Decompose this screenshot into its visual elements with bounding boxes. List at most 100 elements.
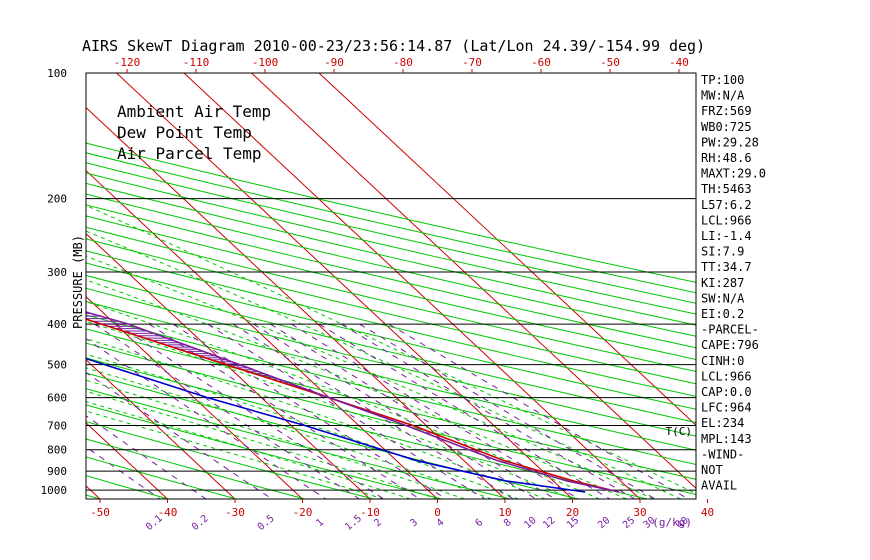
mixing-ratio-label: 0.2	[190, 513, 211, 533]
series-line-dew-point-temp	[86, 357, 586, 493]
bottom-temp-label: -40	[158, 506, 178, 519]
index-entry: SW:N/A	[701, 291, 745, 305]
pressure-tick-label: 500	[47, 359, 67, 372]
pressure-tick-label: 200	[47, 193, 67, 206]
mixing-ratio-label: 2	[372, 517, 384, 529]
index-entry: WB0:725	[701, 120, 752, 134]
mixing-ratio-line	[86, 446, 161, 499]
mixing-ratio-line	[207, 323, 486, 499]
dry-adiabat-line	[86, 182, 696, 326]
index-entry: FRZ:569	[701, 104, 752, 118]
pressure-tick-label: 900	[47, 465, 67, 478]
background-lines	[0, 73, 696, 499]
legend-entry: Dew Point Temp	[117, 123, 252, 142]
bottom-temp-label: -20	[293, 506, 313, 519]
dry-adiabat-line	[86, 300, 696, 451]
mixing-ratio-line	[291, 323, 579, 499]
index-entry: CINH:0	[701, 354, 744, 368]
index-entry: CAPE:796	[701, 338, 759, 352]
dry-adiabat-line	[86, 328, 696, 480]
top-temp-label: -60	[531, 56, 551, 69]
top-temp-label: -110	[183, 56, 210, 69]
bottom-temp-label: 20	[566, 506, 579, 519]
dry-adiabat-line	[86, 438, 306, 499]
plot-frame	[85, 72, 697, 500]
moist-adiabat-line	[86, 204, 696, 495]
dry-adiabat-line	[86, 421, 374, 499]
mixing-ratio-label: 6	[473, 517, 485, 529]
index-entry: LFC:964	[701, 401, 752, 415]
dry-adiabat-line	[86, 357, 648, 499]
pressure-tick-label: 100	[47, 67, 67, 80]
index-entry: MAXT:29.0	[701, 167, 766, 181]
top-temp-label: -40	[669, 56, 689, 69]
top-temp-label: -120	[114, 56, 141, 69]
index-entry: NOT	[701, 463, 723, 477]
pressure-tick-label: 600	[47, 392, 67, 405]
bottom-temp-label: -30	[225, 506, 245, 519]
dry-adiabat-line	[86, 152, 696, 294]
index-entry: EI:0.2	[701, 307, 744, 321]
index-entry: LCL:966	[701, 213, 752, 227]
moist-adiabat-line	[86, 301, 600, 499]
index-entry: L57:6.2	[701, 198, 752, 212]
isotherm-line	[86, 485, 101, 499]
index-entry: TT:34.7	[701, 260, 752, 274]
mixing-ratio-unit: (g/kg)	[652, 516, 692, 529]
dry-adiabat-line	[86, 287, 696, 437]
isotherm-line	[0, 73, 33, 499]
legend-entry: Air Parcel Temp	[117, 144, 262, 163]
mixing-ratio-label: 0.5	[256, 513, 277, 533]
index-entry: MPL:143	[701, 432, 752, 446]
moist-adiabat-line	[86, 230, 681, 499]
dry-adiabat-line	[86, 404, 442, 499]
moist-adiabat-line	[86, 338, 546, 499]
index-entry: AVAIL	[701, 479, 737, 493]
dry-adiabat-line	[86, 215, 696, 360]
isotherm-line	[116, 73, 573, 499]
dry-adiabat-line	[86, 193, 696, 337]
isotherm-line	[183, 73, 641, 499]
y-axis-label: PRESSURE (MB)	[71, 235, 85, 329]
index-entry: RH:48.6	[701, 151, 752, 165]
moist-adiabat-line	[86, 367, 492, 499]
dry-adiabat-line	[86, 388, 511, 499]
mixing-ratio-line	[233, 323, 514, 499]
pressure-tick-label: 400	[47, 318, 67, 331]
isotherm-line	[86, 359, 236, 499]
moist-adiabat-line	[86, 279, 627, 499]
dry-adiabat-line	[86, 250, 696, 397]
index-entry: TP:100	[701, 73, 744, 87]
profile-lines	[86, 311, 620, 493]
moist-adiabat-line	[86, 390, 438, 499]
dry-adiabat-line	[86, 204, 696, 349]
isotherm-line	[318, 73, 696, 426]
x-axis-unit-label: T(C)	[666, 425, 693, 438]
index-entry: KI:287	[701, 276, 744, 290]
mixing-ratio-line	[359, 323, 656, 499]
pressure-tick-label: 1000	[41, 484, 68, 497]
legend: Ambient Air Temp Dew Point Temp Air Parcel…	[117, 102, 271, 163]
mixing-ratio-line	[270, 323, 556, 499]
dry-adiabat-line	[86, 238, 696, 385]
bottom-temp-label: 40	[701, 506, 714, 519]
mixing-ratio-label: 12	[541, 515, 557, 531]
isotherm-line	[251, 73, 696, 489]
index-entry: -WIND-	[701, 447, 744, 461]
index-entry: -PARCEL-	[701, 323, 759, 337]
mixing-ratio-line	[149, 323, 421, 499]
index-entry: MW:N/A	[701, 89, 745, 103]
dry-adiabat-line	[86, 372, 579, 499]
pressure-tick-label: 700	[47, 420, 67, 433]
isotherm-line	[86, 422, 168, 499]
mixing-ratio-label: 1	[314, 517, 326, 529]
moist-adiabat-line	[86, 401, 411, 499]
dry-adiabat-line	[86, 142, 696, 283]
top-temp-label: -70	[462, 56, 482, 69]
cape-shading	[86, 312, 327, 398]
mixing-ratio-label: 3	[408, 517, 420, 529]
index-entry: CAP:0.0	[701, 385, 752, 399]
index-entry: PW:29.28	[701, 135, 759, 149]
